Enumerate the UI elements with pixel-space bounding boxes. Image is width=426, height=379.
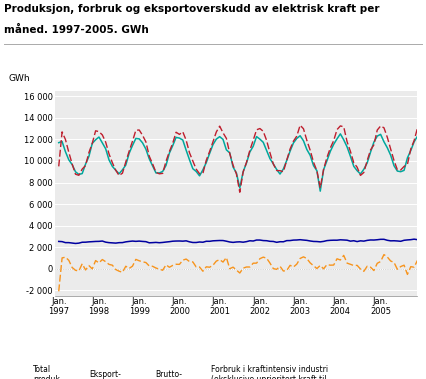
- Text: GWh: GWh: [8, 74, 30, 83]
- Text: måned. 1997-2005. GWh: måned. 1997-2005. GWh: [4, 25, 149, 35]
- Text: Produksjon, forbruk og eksportoverskudd av elektrisk kraft per: Produksjon, forbruk og eksportoverskudd …: [4, 4, 380, 14]
- Legend: Total
produk-
sjon, Eksport-
overskudd, Brutto-
forbruk, Forbruk i kraftintensiv: Total produk- sjon, Eksport- overskudd, …: [12, 365, 328, 379]
